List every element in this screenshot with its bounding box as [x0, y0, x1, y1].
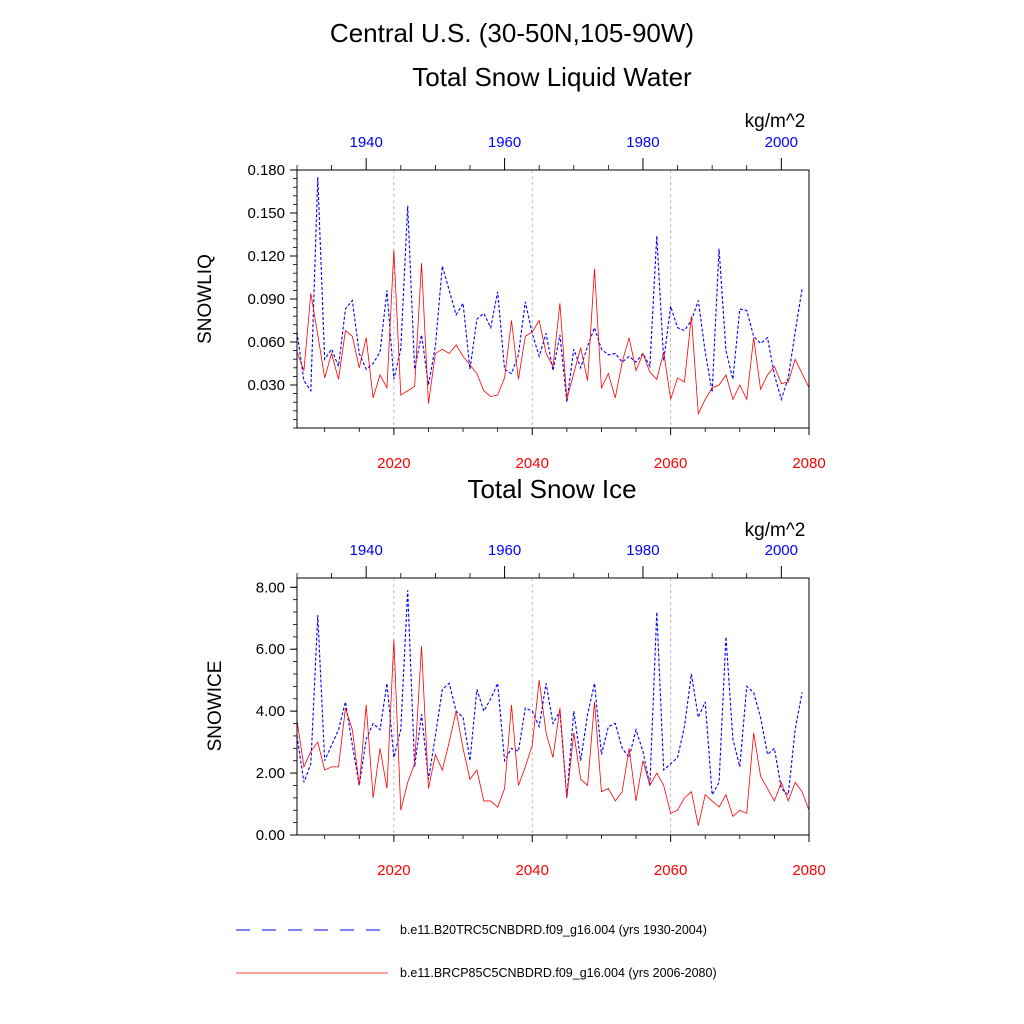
- plot-frame: [296, 169, 810, 429]
- figure-title: Central U.S. (30-50N,105-90W): [330, 18, 694, 48]
- x-top-tick-label: 1940: [350, 134, 383, 151]
- x-top-tick-label: 1980: [626, 542, 659, 559]
- snowice-panel: Total Snow Ice kg/m^2 SNOWICE 0.00 2.00 4.00 6…: [205, 474, 826, 879]
- y-axis-label: SNOWLIQ: [195, 254, 216, 344]
- x-top-tick-label: 2000: [765, 542, 798, 559]
- x-top-tick-label: 1960: [488, 134, 521, 151]
- panel-title: Total Snow Liquid Water: [412, 62, 692, 92]
- series-line-historical: [296, 177, 803, 403]
- y-tick-label: 0.00: [256, 827, 285, 844]
- snowliq-panel: Total Snow Liquid Water kg/m^2 SNOWLIQ 0.03…: [195, 62, 826, 472]
- y-axis-label: SNOWICE: [205, 661, 226, 752]
- units-label: kg/m^2: [745, 111, 806, 132]
- x-bottom-tick-label: 2080: [792, 862, 825, 879]
- y-tick-label: 8.00: [256, 579, 285, 596]
- legend-label-rcp85: b.e11.BRCP85C5CNBDRD.f09_g16.004 (yrs 20…: [400, 966, 717, 980]
- x-bottom-tick-label: 2040: [516, 862, 549, 879]
- y-tick-label: 0.030: [247, 377, 285, 394]
- units-label: kg/m^2: [745, 520, 806, 541]
- series-line-rcp85: [296, 250, 810, 416]
- x-bottom-tick-label: 2060: [654, 862, 687, 879]
- x-top-tick-label: 1960: [488, 542, 521, 559]
- y-tick-label: 0.060: [247, 334, 285, 351]
- x-top-tick-label: 1940: [350, 542, 383, 559]
- x-bottom-tick-label: 2060: [654, 455, 687, 472]
- x-bottom-tick-label: 2080: [792, 455, 825, 472]
- x-top-tick-label: 1980: [626, 134, 659, 151]
- series-line-rcp85: [296, 639, 810, 826]
- x-bottom-tick-label: 2040: [516, 455, 549, 472]
- y-tick-label: 6.00: [256, 641, 285, 658]
- legend-label-historical: b.e11.B20TRC5CNBDRD.f09_g16.004 (yrs 193…: [400, 923, 707, 937]
- x-bottom-tick-label: 2020: [377, 862, 410, 879]
- legend: b.e11.B20TRC5CNBDRD.f09_g16.004 (yrs 193…: [236, 923, 717, 980]
- x-top-tick-label: 2000: [765, 134, 798, 151]
- y-tick-label: 0.150: [247, 205, 285, 222]
- y-tick-label: 2.00: [256, 765, 285, 782]
- x-bottom-tick-label: 2020: [377, 455, 410, 472]
- series-line-historical: [296, 590, 803, 798]
- y-tick-label: 0.090: [247, 291, 285, 308]
- y-tick-label: 0.180: [247, 162, 285, 179]
- panel-title: Total Snow Ice: [467, 474, 636, 504]
- y-tick-label: 0.120: [247, 248, 285, 265]
- plot-frame: [296, 577, 810, 836]
- y-tick-label: 4.00: [256, 703, 285, 720]
